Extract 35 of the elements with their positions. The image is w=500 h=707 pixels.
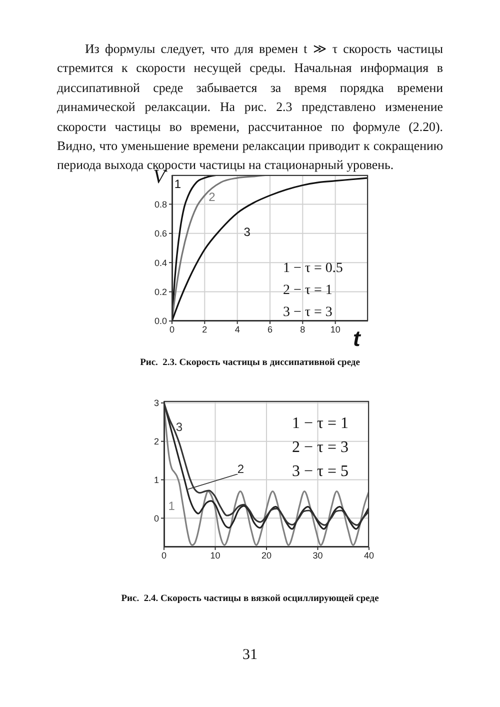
x-tick-label: 10 [330,324,340,334]
series-label: 1 [174,177,182,192]
annotation: 3 − τ = 5 [292,462,348,482]
y-tick-label: 0.0 [154,316,167,326]
x-tick-label: 6 [267,324,273,334]
y-tick-label: 1 [154,474,159,485]
annotation: 1 − τ = 1 [292,414,348,434]
y-tick-label: 0.2 [154,286,167,297]
text: Рис. 2.4. Скорость частицы в вязкой осциллирующей среде [120,594,380,604]
annotation: 2 − τ = 3 [292,438,348,458]
text: Из формулы следует, что для времен t ≫ τ скорость частицы стремится к скорости несущей среды. Начальная информация в диссипативной среде забывается за время порядка времени динамической релаксации. На рис. 2.3 представлено изменение скорости частицы во времени, рассчитанное по формуле (2.20). Видно, что уменьшение времени релаксации приводит к сокращению периода выхода скорости частицы на стационарный уровень. [57,41,443,172]
y-tick-label: 0.8 [154,199,167,210]
annotation: 3 − τ = 3 [283,304,334,322]
x-tick-label: 30 [312,550,323,560]
x-tick-label: 2 [202,324,208,334]
x-tick-label: 20 [261,550,272,560]
text: 2 [237,462,244,476]
annotation: 2 − τ = 1 [283,282,334,300]
x-axis-title: t [353,326,360,352]
y-tick-label: 0.4 [154,258,167,268]
x-tick-label: 4 [234,324,240,334]
y-tick-label: 0.6 [154,228,167,239]
annotation: 1 − τ = 0.5 [283,260,343,278]
x-tick-label: 0 [169,324,175,334]
series-label: 3 [244,225,250,240]
series-label: 2 [208,190,216,204]
x-tick-label: 40 [364,550,374,560]
y-tick-label: 2 [154,436,159,447]
x-tick-label: 8 [300,324,306,334]
y-tick-label: 0 [154,513,159,524]
x-tick-label: 10 [210,550,220,560]
text: Рис. 2.3. Скорость частицы в диссипативной среде [139,358,361,368]
y-tick-label: 3 [154,398,159,408]
text: 31 [242,647,258,664]
series-label: 3 [176,420,183,434]
